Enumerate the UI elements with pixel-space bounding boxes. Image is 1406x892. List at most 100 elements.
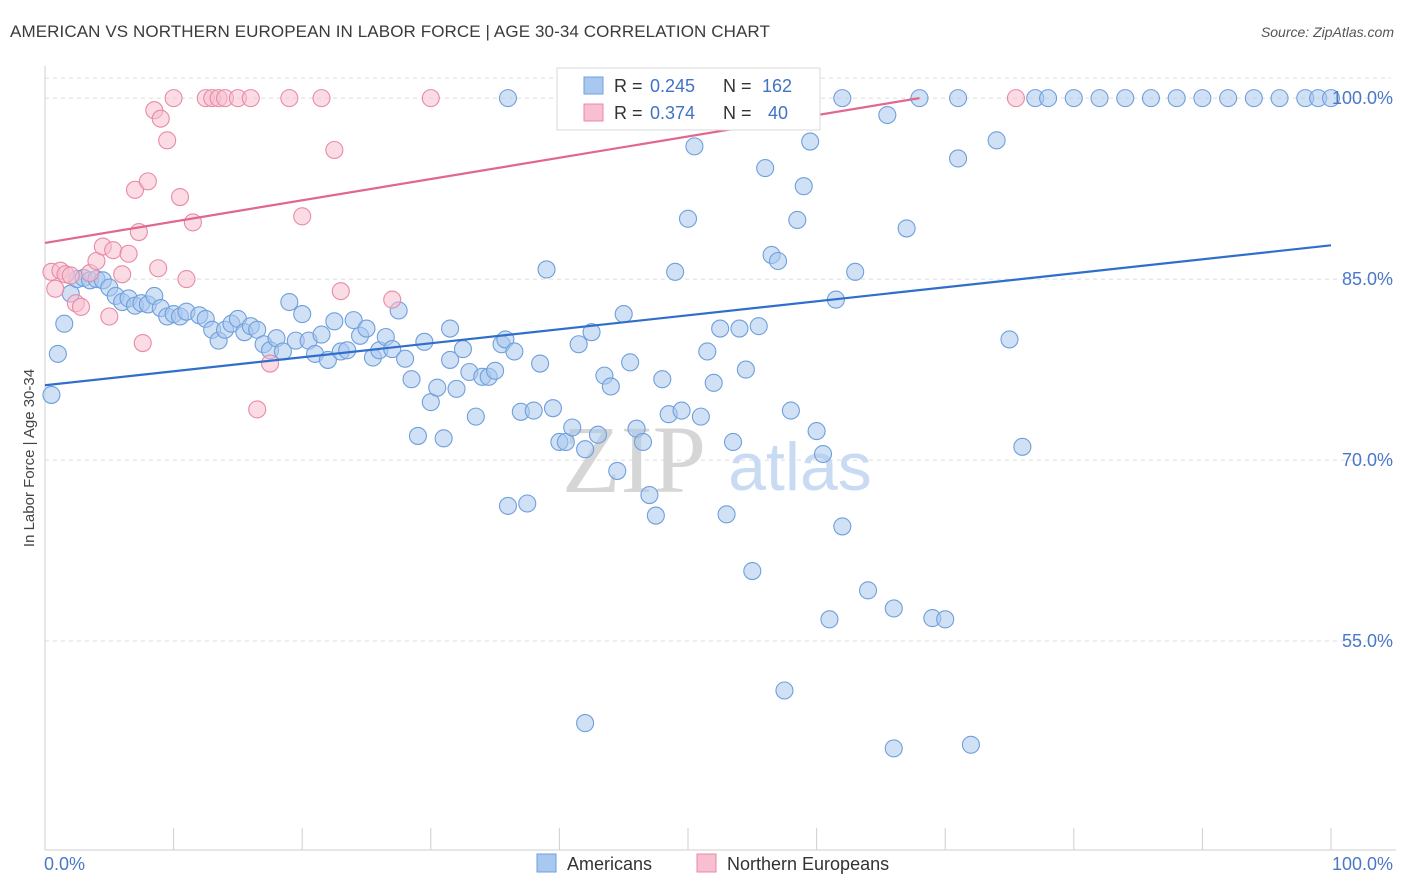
americans-r-value: 0.245 — [650, 76, 695, 96]
americans-point — [1219, 89, 1238, 108]
americans-point — [646, 506, 665, 525]
americans-point — [1167, 89, 1186, 108]
americans-point — [698, 342, 717, 361]
americans-point — [441, 319, 460, 338]
americans-point — [42, 385, 61, 404]
americans-point — [498, 89, 518, 108]
americans-point — [640, 486, 659, 505]
y-tick-label: 100.0% — [1332, 88, 1393, 108]
americans-point — [576, 714, 595, 733]
americans-point — [717, 505, 736, 524]
americans-point — [614, 305, 633, 324]
americans-point — [704, 373, 723, 392]
northern-europeans-point — [104, 241, 123, 260]
americans-point — [344, 311, 363, 330]
americans-point — [961, 735, 980, 754]
americans-point — [447, 379, 466, 398]
chart-title: AMERICAN VS NORTHERN EUROPEAN IN LABOR F… — [10, 22, 770, 41]
northern-r-value: 0.374 — [650, 103, 695, 123]
northern-europeans-point — [1006, 89, 1025, 108]
americans-points — [42, 89, 1341, 758]
stats-legend: R = 0.245 N = 162 R = 0.374 N = 40 — [556, 67, 821, 131]
northern-r-label: R = — [614, 103, 643, 123]
americans-point — [428, 378, 447, 397]
americans-point — [884, 739, 903, 758]
legend-northern-europeans-swatch — [696, 853, 717, 873]
americans-point — [486, 361, 505, 380]
americans-point — [48, 344, 67, 363]
americans-point — [518, 494, 537, 513]
northern-europeans-point — [151, 109, 170, 128]
americans-point — [768, 251, 788, 271]
americans-point — [280, 292, 299, 312]
northern-europeans-point — [293, 207, 312, 226]
americans-point — [711, 319, 730, 338]
source-label: Source: ZipAtlas.com — [1260, 24, 1394, 40]
northern-europeans-point — [149, 259, 168, 278]
northern-europeans-point — [177, 270, 196, 289]
americans-point — [293, 305, 312, 324]
americans-point — [807, 422, 826, 441]
americans-point — [846, 262, 865, 281]
americans-point — [453, 340, 473, 359]
americans-point — [576, 440, 595, 459]
americans-point — [434, 429, 453, 448]
americans-point — [678, 209, 698, 228]
x-tick-label: 100.0% — [1332, 854, 1393, 874]
americans-point — [833, 517, 852, 536]
americans-point — [775, 681, 794, 700]
y-axis-label: In Labor Force | Age 30-34 — [21, 369, 38, 547]
americans-point — [756, 159, 775, 178]
americans-point — [338, 341, 357, 360]
americans-point — [415, 332, 434, 351]
americans-point — [987, 131, 1006, 150]
northern-europeans-point — [164, 89, 183, 108]
americans-point — [1270, 89, 1289, 108]
americans-trend-line — [44, 244, 1332, 387]
americans-point — [685, 137, 704, 156]
legend-northern-europeans-label: Northern Europeans — [727, 854, 889, 874]
americans-point — [813, 444, 833, 464]
northern-europeans-point — [158, 131, 177, 150]
americans-point — [1000, 330, 1019, 349]
americans-point — [723, 432, 743, 452]
americans-point — [55, 314, 74, 333]
northern-europeans-points — [42, 89, 1025, 419]
americans-point — [396, 349, 415, 368]
y-tick-label: 85.0% — [1342, 269, 1393, 289]
americans-point — [498, 496, 518, 515]
americans-point — [569, 335, 588, 354]
northern-europeans-point — [125, 180, 145, 199]
americans-point — [582, 323, 601, 342]
americans-point — [949, 89, 968, 108]
northern-europeans-point — [383, 290, 402, 309]
northern-europeans-point — [331, 282, 350, 301]
axes — [44, 66, 1396, 851]
americans-point — [524, 401, 543, 420]
americans-point — [531, 354, 550, 373]
americans-n-value: 162 — [762, 76, 792, 96]
americans-point — [691, 407, 710, 426]
americans-point — [1321, 89, 1341, 108]
northern-europeans-point — [46, 279, 65, 298]
americans-point — [1244, 89, 1263, 108]
americans-point — [1039, 89, 1058, 108]
americans-r-label: R = — [614, 76, 643, 96]
americans-point — [833, 89, 852, 108]
americans-point — [608, 461, 627, 480]
northern-europeans-point — [421, 89, 440, 108]
y-tick-labels: 55.0% 70.0% 85.0% 100.0% — [1332, 88, 1393, 651]
northern-europeans-point — [133, 333, 152, 353]
americans-point — [312, 325, 331, 344]
americans-n-label: N = — [723, 76, 752, 96]
americans-point — [749, 317, 768, 336]
northern-europeans-point — [100, 307, 119, 326]
northern-europeans-point — [113, 265, 132, 284]
americans-point — [1013, 437, 1032, 456]
americans-point — [936, 610, 955, 629]
americans-point — [408, 426, 427, 445]
americans-point — [325, 312, 344, 331]
americans-point — [563, 418, 582, 437]
northern-europeans-point — [138, 172, 157, 191]
northern-europeans-point — [170, 188, 190, 207]
